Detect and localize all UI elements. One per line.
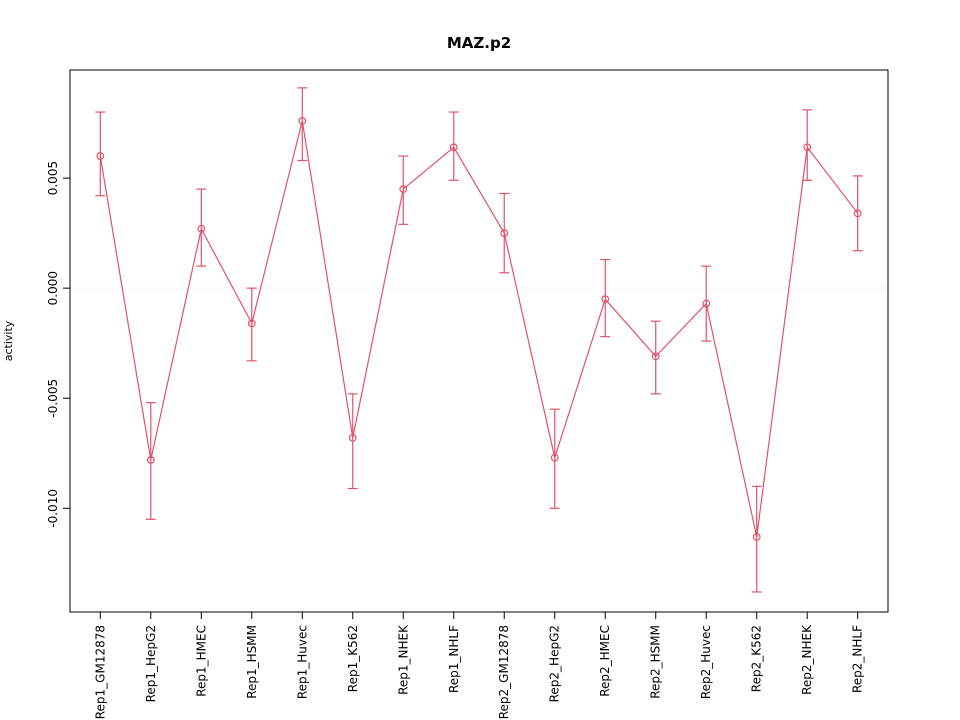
data-point (803, 143, 812, 152)
x-tick-label: Rep2_HMEC (598, 625, 612, 697)
x-tick-label: Rep2_Huvec (699, 625, 713, 699)
y-tick-label: 0.005 (46, 161, 60, 195)
data-point (550, 453, 559, 462)
x-tick-label: Rep2_K562 (750, 625, 764, 692)
x-tick-label: Rep1_GM12878 (93, 625, 107, 719)
x-tick-label: Rep1_Huvec (295, 625, 309, 699)
series-line (99, 120, 859, 538)
x-tick-label: Rep2_GM12878 (497, 625, 511, 719)
x-tick-label: Rep1_NHEK (396, 624, 410, 695)
x-axis-ticks: Rep1_GM12878 Rep1_HepG2 Rep1_HMEC Rep1_HSMM… (93, 612, 865, 719)
error-bars (95, 87, 863, 593)
data-point (500, 229, 509, 238)
x-tick-label: Rep1_HepG2 (144, 625, 158, 702)
data-point (853, 209, 862, 218)
x-tick-label: Rep2_HepG2 (548, 625, 562, 702)
data-point (96, 152, 105, 160)
data-point (651, 352, 660, 361)
x-tick-label: Rep1_HSMM (245, 625, 259, 699)
data-point (298, 116, 307, 125)
y-tick-label: 0.000 (46, 271, 60, 305)
x-tick-label: Rep1_K562 (346, 625, 360, 692)
plot-box (69, 69, 889, 613)
y-tick-label: -0.005 (46, 379, 60, 418)
data-point (449, 143, 458, 152)
x-tick-label: Rep1_NHLF (447, 625, 461, 693)
chart-title: MAZ.p2 (446, 34, 512, 52)
y-tick-label: -0.010 (46, 489, 60, 528)
data-point (702, 299, 711, 308)
data-points (96, 116, 862, 541)
data-point (752, 533, 761, 541)
data-point (348, 433, 357, 442)
data-point (399, 185, 408, 193)
data-point (247, 319, 256, 328)
data-point (146, 455, 155, 464)
y-axis-ticks: 0.005 0.000 -0.005 -0.010 (46, 161, 70, 528)
x-tick-label: Rep2_HSMM (649, 625, 663, 699)
data-point (601, 295, 610, 304)
x-tick-label: Rep2_NHEK (800, 624, 814, 695)
x-tick-label: Rep1_HMEC (194, 625, 208, 697)
data-point (197, 224, 206, 233)
x-tick-label: Rep2_NHLF (851, 625, 865, 693)
